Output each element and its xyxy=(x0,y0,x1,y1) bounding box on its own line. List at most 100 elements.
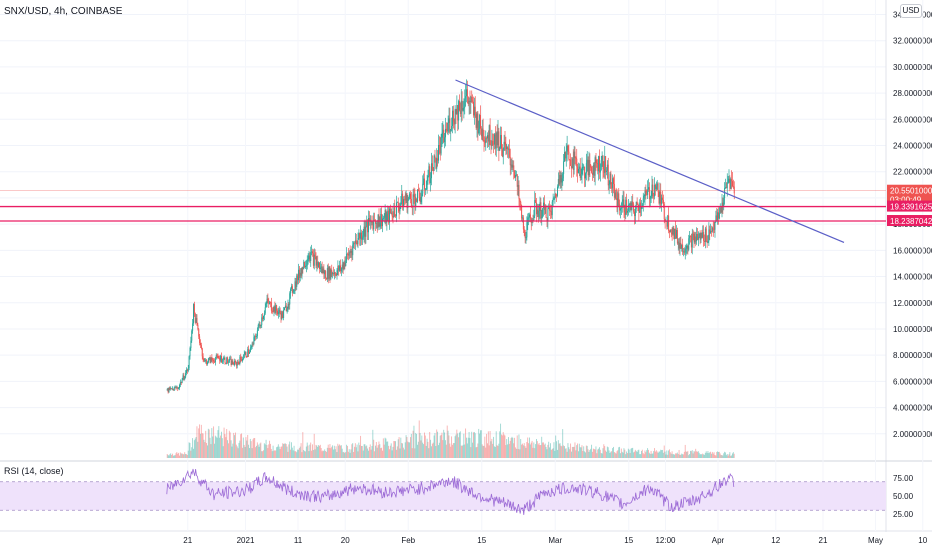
volume-bar xyxy=(337,443,339,458)
volume-bar xyxy=(578,451,579,458)
volume-bar xyxy=(356,444,358,458)
volume-bar xyxy=(702,453,704,458)
candle-body xyxy=(476,113,478,128)
volume-bar xyxy=(213,426,215,458)
volume-bar xyxy=(619,446,621,458)
volume-bar xyxy=(516,435,518,458)
candle-body xyxy=(181,379,183,383)
volume-bar xyxy=(616,451,618,458)
volume-bar xyxy=(366,445,368,458)
candle-body xyxy=(567,145,569,152)
candle-body xyxy=(292,291,294,293)
volume-bar xyxy=(311,450,313,458)
volume-bar xyxy=(233,432,235,458)
candle-body xyxy=(613,178,614,185)
candle-body xyxy=(463,107,465,109)
volume-bar xyxy=(373,439,375,458)
candle-body xyxy=(403,199,405,200)
candle-body xyxy=(580,174,582,178)
volume-bar xyxy=(434,432,436,458)
volume-bar xyxy=(660,449,662,458)
candle-body xyxy=(441,132,443,138)
volume-bar xyxy=(368,450,369,458)
candle-body xyxy=(478,128,480,134)
rsi-indicator-title[interactable]: RSI (14, close) xyxy=(4,466,64,476)
candle-body xyxy=(694,236,696,243)
volume-bar xyxy=(493,436,495,458)
candle-body xyxy=(548,207,550,209)
candle-body xyxy=(306,260,308,266)
candle-body xyxy=(495,132,497,149)
candle-body xyxy=(494,134,496,149)
trendline xyxy=(455,79,845,244)
candle-body xyxy=(295,281,297,287)
candle-body xyxy=(224,357,226,363)
candle-body xyxy=(461,100,463,111)
candle-body xyxy=(249,351,250,354)
candle-body xyxy=(448,118,450,123)
candle-body xyxy=(349,252,351,254)
candle-body xyxy=(627,210,628,213)
candle-body xyxy=(732,181,733,187)
candle-body xyxy=(232,360,234,365)
candle-body xyxy=(266,298,268,304)
volume-bar xyxy=(388,445,390,458)
volume-bar xyxy=(169,454,171,458)
volume-bar xyxy=(676,452,678,458)
volume-bar xyxy=(424,435,426,458)
candle-body xyxy=(563,161,565,175)
volume-bar xyxy=(627,453,628,458)
volume-bar xyxy=(475,447,477,458)
volume-bar xyxy=(707,451,709,458)
candle-body xyxy=(566,145,568,151)
volume-bar xyxy=(688,455,690,458)
candle-body xyxy=(277,310,278,315)
candle-body xyxy=(455,109,457,115)
volume-bar xyxy=(188,442,190,458)
volume-bar xyxy=(639,454,641,458)
volume-bar xyxy=(362,450,364,458)
volume-bar xyxy=(506,439,508,458)
candle-body xyxy=(269,302,271,305)
volume-bar xyxy=(698,452,700,458)
candle-body xyxy=(733,186,735,194)
volume-bar xyxy=(543,444,545,458)
volume-bar xyxy=(613,452,615,458)
candle-body xyxy=(620,207,622,209)
candle-body xyxy=(186,369,188,371)
volume-bar xyxy=(514,437,516,458)
volume-bar xyxy=(375,442,377,458)
volume-bar xyxy=(420,440,422,458)
volume-bar xyxy=(692,453,694,458)
volume-bar xyxy=(497,445,499,458)
candle-body xyxy=(281,311,283,319)
candle-body xyxy=(482,128,484,141)
volume-bar xyxy=(503,434,505,458)
candle-body xyxy=(505,144,507,150)
currency-button[interactable]: USD xyxy=(900,4,922,18)
candle-body xyxy=(382,218,383,227)
candle-body xyxy=(307,259,309,261)
candle-body xyxy=(268,301,270,305)
volume-bar xyxy=(320,448,322,458)
candle-body xyxy=(594,157,596,176)
candle-body xyxy=(497,131,499,146)
volume-bar xyxy=(603,444,605,458)
volume-bar xyxy=(446,425,448,458)
volume-bar xyxy=(170,453,172,458)
volume-bar xyxy=(192,438,194,458)
volume-bar xyxy=(548,441,550,458)
volume-bar xyxy=(678,449,680,458)
volume-bar xyxy=(168,455,170,458)
volume-bar xyxy=(175,453,177,458)
candle-body xyxy=(365,226,367,237)
candle-body xyxy=(350,250,352,253)
price-axis-tick: 24.00000000 xyxy=(893,142,932,151)
candle-body xyxy=(242,357,244,359)
candle-body xyxy=(207,362,208,365)
candle-body xyxy=(593,164,595,176)
candle-body xyxy=(179,384,180,389)
candle-body xyxy=(174,387,176,389)
candle-body xyxy=(205,360,207,361)
